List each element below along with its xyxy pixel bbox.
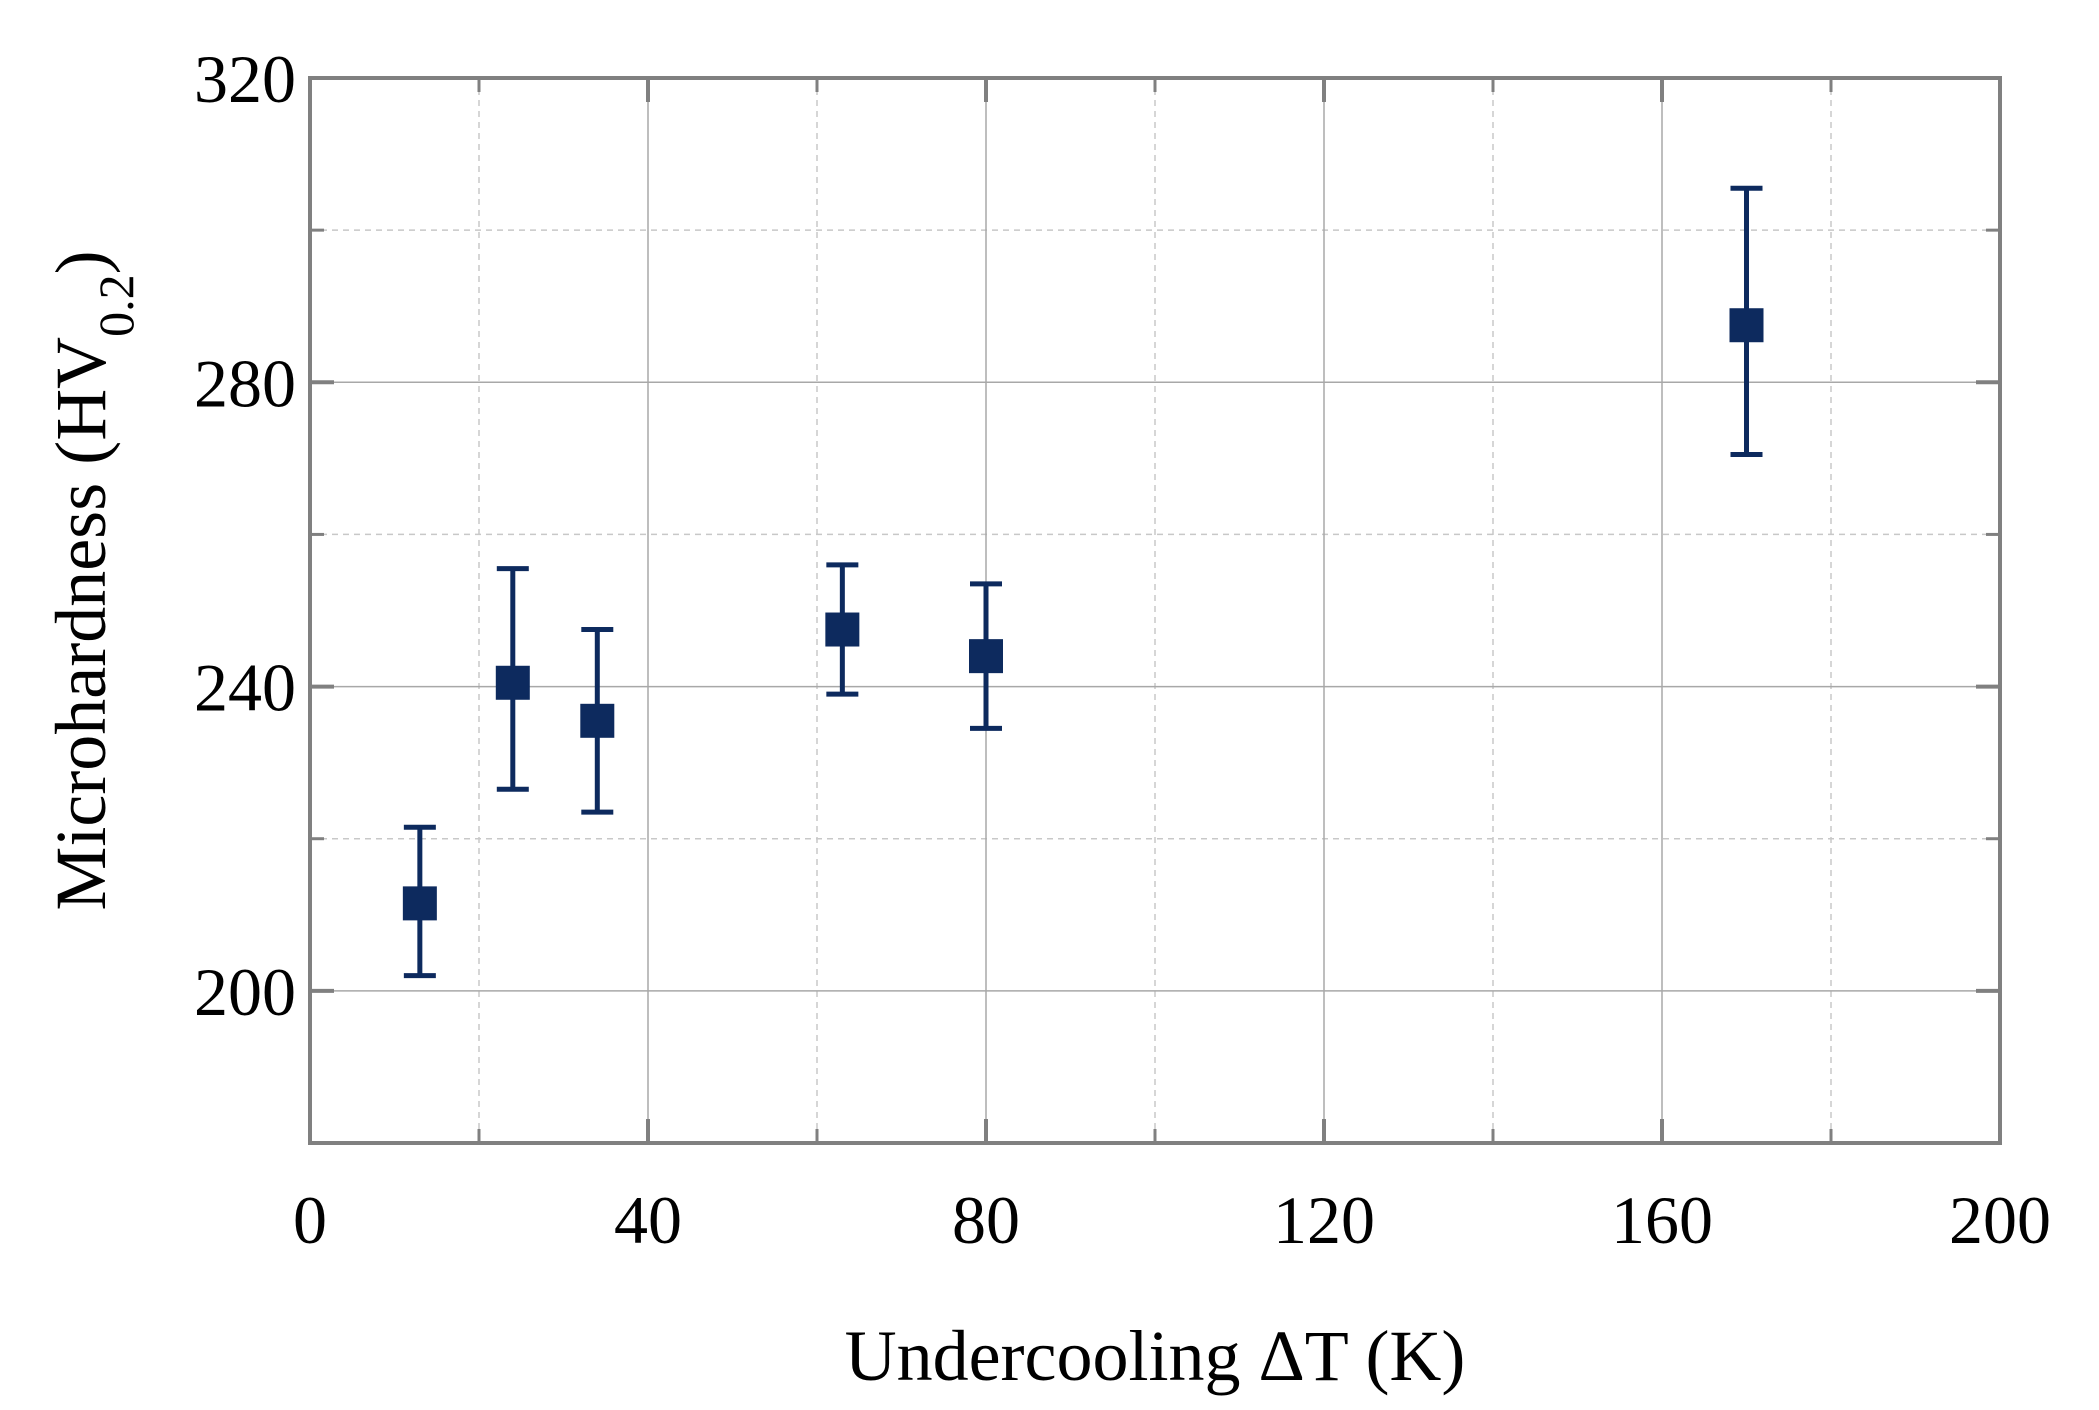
x-tick-label: 200	[1949, 1182, 2051, 1258]
data-marker	[495, 665, 530, 700]
data-point	[580, 627, 615, 815]
y-axis-title-main: Microhardness (HV	[41, 337, 121, 911]
data-point	[402, 824, 437, 979]
data-marker	[1729, 308, 1764, 343]
y-tick-label: 200	[194, 954, 296, 1030]
y-axis-title-sub: 0.2	[88, 274, 144, 337]
y-axis-title-end: )	[41, 250, 121, 274]
x-tick-label: 160	[1611, 1182, 1713, 1258]
data-marker	[580, 703, 615, 738]
minor-grid	[310, 78, 2000, 1143]
y-tick-label: 320	[194, 41, 296, 117]
data-point	[825, 562, 860, 697]
y-tick-label: 240	[194, 650, 296, 726]
plot-frame	[308, 76, 2002, 1145]
data-point	[495, 566, 530, 792]
data-marker	[969, 639, 1003, 674]
data-point	[1729, 185, 1764, 458]
x-tick-label: 120	[1273, 1182, 1375, 1258]
x-tick-label: 40	[614, 1182, 682, 1258]
data-marker	[825, 612, 860, 647]
y-tick-label: 280	[194, 345, 296, 421]
data-point	[969, 581, 1003, 731]
x-axis-title: Undercooling ΔT (K)	[845, 1316, 1466, 1396]
x-tick-label: 80	[952, 1182, 1020, 1258]
data-points	[402, 185, 1764, 979]
major-grid	[310, 78, 2000, 1143]
y-axis-title: Microhardness (HV0.2)	[41, 250, 144, 910]
data-marker	[402, 886, 437, 921]
x-tick-label: 0	[293, 1182, 327, 1258]
x-tick-labels: 0 40 80 120 160 200	[293, 1182, 2051, 1258]
y-tick-labels: 200 240 280 320	[194, 41, 296, 1030]
